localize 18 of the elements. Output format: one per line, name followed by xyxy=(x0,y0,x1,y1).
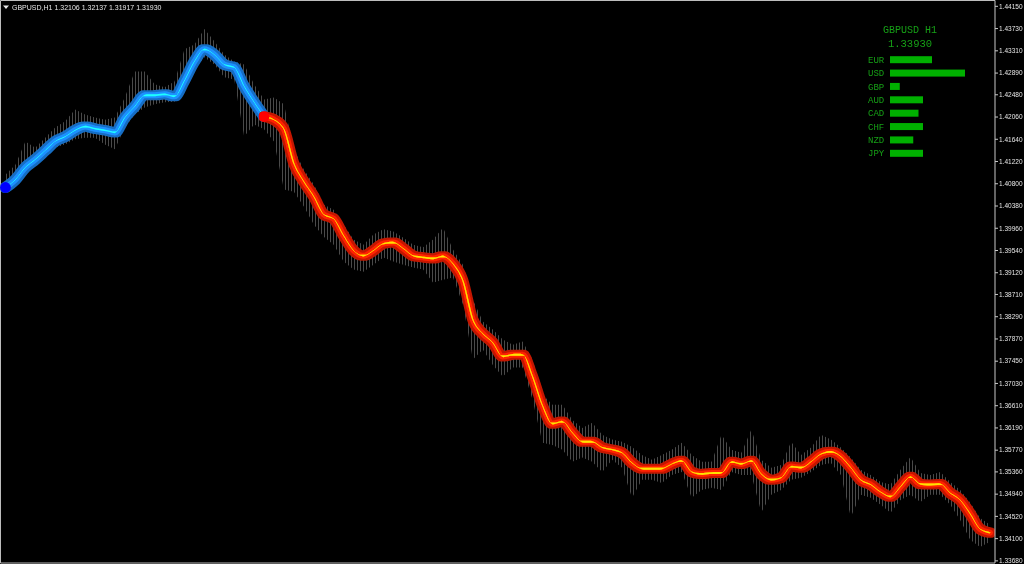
bar xyxy=(890,109,919,117)
bar xyxy=(890,69,965,77)
y-tick-label: CHF xyxy=(868,122,885,133)
bar xyxy=(890,136,914,144)
y-tick-label: EUR xyxy=(868,55,885,66)
y-tick-label: USD xyxy=(868,69,885,80)
chart-subtitle: 1.33930 xyxy=(887,37,933,50)
bar xyxy=(890,96,923,104)
y-tick-label: GBP xyxy=(868,82,885,93)
bar xyxy=(890,82,900,90)
bar xyxy=(890,123,923,131)
y-tick-label: JPY xyxy=(868,149,885,160)
y-tick-label: AUD xyxy=(868,95,885,106)
bar xyxy=(890,56,932,64)
chart-title: GBPUSD H1 xyxy=(882,25,938,36)
y-tick-label: NZD xyxy=(868,136,885,147)
y-tick-label: CAD xyxy=(868,109,885,120)
bar xyxy=(890,149,923,157)
